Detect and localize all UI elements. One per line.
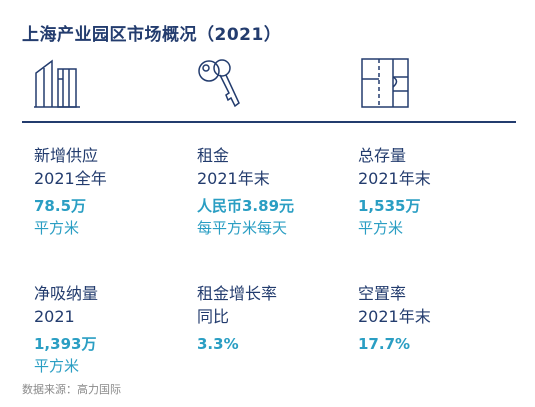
stat-period: 2021全年 xyxy=(34,169,107,188)
stat-period: 2021年末 xyxy=(358,307,431,326)
stat-rent: 租金 2021年末 人民币3.89元 每平方米每天 xyxy=(197,144,357,239)
key-icon xyxy=(198,59,240,108)
stat-value: 78.5万 xyxy=(34,197,87,215)
stat-label: 空置率 xyxy=(358,284,407,303)
page-title: 上海产业园区市场概况（2021） xyxy=(22,25,282,45)
stat-unit: 每平方米每天 xyxy=(197,219,288,237)
stat-period: 2021年末 xyxy=(197,169,270,188)
stat-new-supply: 新增供应 2021全年 78.5万 平方米 xyxy=(34,144,194,239)
stat-value: 人民币3.89元 xyxy=(197,197,295,215)
stat-unit: 平方米 xyxy=(34,357,80,375)
stat-total-stock: 总存量 2021年末 1,535万 平方米 xyxy=(358,144,518,239)
floor-plan-icon xyxy=(361,58,409,108)
stat-net-absorption: 净吸纳量 2021 1,393万 平方米 xyxy=(34,282,194,377)
stat-label: 新增供应 xyxy=(34,146,99,165)
data-source: 数据来源：高力国际 xyxy=(22,383,121,396)
stat-vacancy-rate: 空置率 2021年末 17.7% xyxy=(358,282,518,355)
stat-label: 租金 xyxy=(197,146,230,165)
stat-value: 17.7% xyxy=(358,335,411,353)
stat-period: 2021年末 xyxy=(358,169,431,188)
stat-value: 3.3% xyxy=(197,335,239,353)
stat-label: 净吸纳量 xyxy=(34,284,99,303)
building-icon xyxy=(34,59,80,108)
stat-unit: 平方米 xyxy=(34,219,80,237)
stat-label: 总存量 xyxy=(358,146,407,165)
stat-value: 1,535万 xyxy=(358,197,421,215)
divider xyxy=(22,121,516,123)
stat-period: 同比 xyxy=(197,307,230,326)
stat-rent-growth: 租金增长率 同比 3.3% xyxy=(197,282,357,355)
stat-value: 1,393万 xyxy=(34,335,97,353)
stat-label: 租金增长率 xyxy=(197,284,278,303)
stat-period: 2021 xyxy=(34,307,75,326)
stat-unit: 平方米 xyxy=(358,219,404,237)
